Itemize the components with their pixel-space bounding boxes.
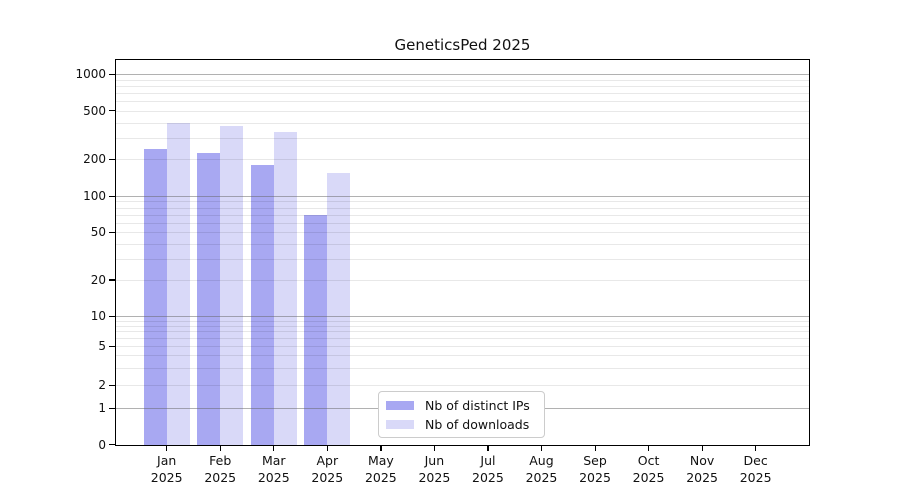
y-tick-label-0: 0 <box>98 437 106 452</box>
x-tick-dec <box>755 446 757 451</box>
bar-downloads-mar <box>273 131 297 445</box>
x-tick-label-apr: Apr 2025 <box>311 453 344 485</box>
plot-border <box>115 59 810 446</box>
y-tick-label-1: 1 <box>98 401 106 415</box>
x-tick-label-may: May 2025 <box>364 453 397 485</box>
x-tick-jan <box>166 446 168 451</box>
y-tick-200 <box>109 158 115 160</box>
gridline-minor-9 <box>116 320 809 322</box>
gridline-minor-50 <box>116 232 809 234</box>
gridline-minor-800 <box>116 85 809 87</box>
x-tick-label-jan: Jan 2025 <box>150 453 183 485</box>
x-tick-sep <box>594 446 596 451</box>
x-tick-nov <box>701 446 703 451</box>
legend-label-distinct-ips: Nb of distinct IPs <box>425 397 530 413</box>
gridline-major-10 <box>116 316 809 317</box>
bar-downloads-feb <box>220 125 244 445</box>
gridline-minor-500 <box>116 110 809 112</box>
y-tick-2 <box>109 384 115 386</box>
x-tick-oct <box>648 446 650 451</box>
gridline-minor-700 <box>116 92 809 94</box>
legend: Nb of distinct IPs Nb of downloads <box>378 391 545 438</box>
x-tick-label-jun: Jun 2025 <box>418 453 451 485</box>
y-tick-label-100: 100 <box>83 189 106 203</box>
y-tick-label-200: 200 <box>83 152 106 167</box>
x-tick-label-sep: Sep 2025 <box>579 453 611 485</box>
x-tick-label-oct: Oct 2025 <box>632 453 665 485</box>
gridline-minor-8 <box>116 325 809 327</box>
bar-distinct-ips-jan <box>143 148 167 445</box>
x-tick-mar <box>273 446 275 451</box>
y-tick-500 <box>109 110 115 112</box>
bar-downloads-apr <box>327 172 351 445</box>
x-tick-label-dec: Dec 2025 <box>739 453 772 485</box>
y-tick-label-2: 2 <box>98 378 106 392</box>
bar-distinct-ips-feb <box>197 153 221 445</box>
y-tick-20 <box>109 279 115 281</box>
x-tick-feb <box>219 446 221 451</box>
y-tick-1 <box>109 407 115 409</box>
gridline-minor-400 <box>116 122 809 124</box>
y-tick-10 <box>109 315 115 317</box>
gridline-major-1000 <box>116 74 809 75</box>
gridline-minor-6 <box>116 338 809 340</box>
gridline-minor-600 <box>116 101 809 103</box>
gridline-minor-7 <box>116 331 809 333</box>
gridline-minor-4 <box>116 355 809 357</box>
bar-distinct-ips-mar <box>250 164 274 445</box>
legend-item-downloads: Nb of downloads <box>386 417 536 432</box>
legend-label-downloads: Nb of downloads <box>425 416 530 432</box>
x-tick-label-aug: Aug 2025 <box>525 453 558 485</box>
y-tick-label-20: 20 <box>90 272 106 287</box>
x-tick-jul <box>487 446 489 451</box>
y-tick-label-1000: 1000 <box>75 67 106 81</box>
gridline-minor-90 <box>116 201 809 203</box>
gridline-minor-30 <box>116 258 809 260</box>
gridline-minor-80 <box>116 207 809 209</box>
bar-downloads-jan <box>166 122 190 445</box>
y-tick-label-10: 10 <box>90 309 106 323</box>
gridline-minor-200 <box>116 159 809 161</box>
x-tick-label-feb: Feb 2025 <box>204 453 237 485</box>
y-tick-1000 <box>109 73 115 75</box>
x-tick-label-jul: Jul 2025 <box>472 453 504 485</box>
x-tick-may <box>380 446 382 451</box>
y-tick-label-500: 500 <box>83 103 106 118</box>
chart-title: GeneticsPed 2025 <box>394 36 531 54</box>
x-tick-label-nov: Nov 2025 <box>686 453 718 485</box>
gridline-minor-40 <box>116 243 809 245</box>
x-tick-aug <box>540 446 543 451</box>
legend-swatch-downloads <box>386 419 414 429</box>
legend-item-distinct-ips: Nb of distinct IPs <box>386 398 536 413</box>
gridline-minor-20 <box>116 279 809 281</box>
gridline-major-100 <box>116 196 809 197</box>
y-tick-50 <box>109 231 115 233</box>
x-tick-jun <box>433 446 436 451</box>
gridline-minor-900 <box>116 79 809 81</box>
gridline-minor-70 <box>116 214 809 216</box>
y-tick-0 <box>109 444 115 446</box>
legend-swatch-distinct-ips <box>386 400 414 410</box>
x-tick-apr <box>326 446 328 451</box>
bar-distinct-ips-apr <box>304 214 328 445</box>
gridline-minor-5 <box>116 346 809 347</box>
x-tick-label-mar: Mar 2025 <box>257 453 290 485</box>
gridline-minor-3 <box>116 367 809 369</box>
gridline-minor-60 <box>116 222 809 224</box>
y-tick-5 <box>109 345 115 347</box>
y-tick-label-5: 5 <box>98 339 106 353</box>
gridline-minor-2 <box>116 385 809 386</box>
y-tick-label-50: 50 <box>90 225 106 240</box>
y-tick-100 <box>109 195 115 197</box>
gridline-minor-300 <box>116 137 809 139</box>
